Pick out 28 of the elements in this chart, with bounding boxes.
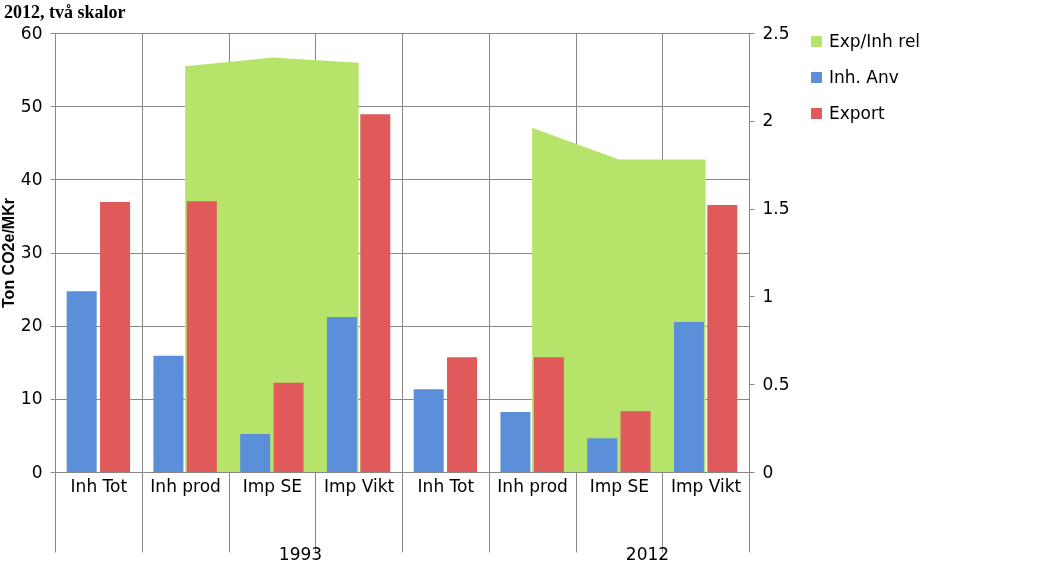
x-tick-label: Inh Tot <box>417 475 475 496</box>
y-tick-label: 30 <box>20 242 43 262</box>
x-tick-label: Imp Vikt <box>323 475 395 496</box>
text: 1993 <box>277 544 324 564</box>
y2-tick-label: 1.5 <box>762 198 790 219</box>
y2-tick-label: 2 <box>762 110 774 131</box>
y2-tick-label: 1 <box>762 285 774 306</box>
y2-tick-label: 2.5 <box>762 22 790 43</box>
y2-tick-label: 0.5 <box>762 373 790 394</box>
chart-title: 2012, två skalor <box>3 1 127 24</box>
legend-label: Exp/Inh rel <box>829 30 921 51</box>
y-tick-label: 40 <box>20 168 43 189</box>
x-tick-label: Inh Tot <box>70 475 128 496</box>
x-tick-label: Imp SE <box>589 475 650 496</box>
y2-tick-label: 0 <box>762 461 774 482</box>
y-tick-label: 10 <box>20 388 43 409</box>
x-tick-label: Imp SE <box>242 475 303 496</box>
x-tick-label: Imp Vikt <box>670 475 742 496</box>
text: 2012 <box>624 544 671 564</box>
y-tick-label: 50 <box>20 95 43 116</box>
legend-label: Inh. Anv <box>829 66 899 87</box>
y-axis-title: Ton CO2e/MKr <box>0 198 17 308</box>
legend-label: Export <box>829 102 885 123</box>
y-tick-label: 20 <box>20 315 43 336</box>
y-tick-label: 60 <box>20 22 43 43</box>
x-tick-label: Inh prod <box>497 475 568 496</box>
y-tick-label: 0 <box>31 461 43 482</box>
x-tick-label: Inh prod <box>150 475 221 496</box>
